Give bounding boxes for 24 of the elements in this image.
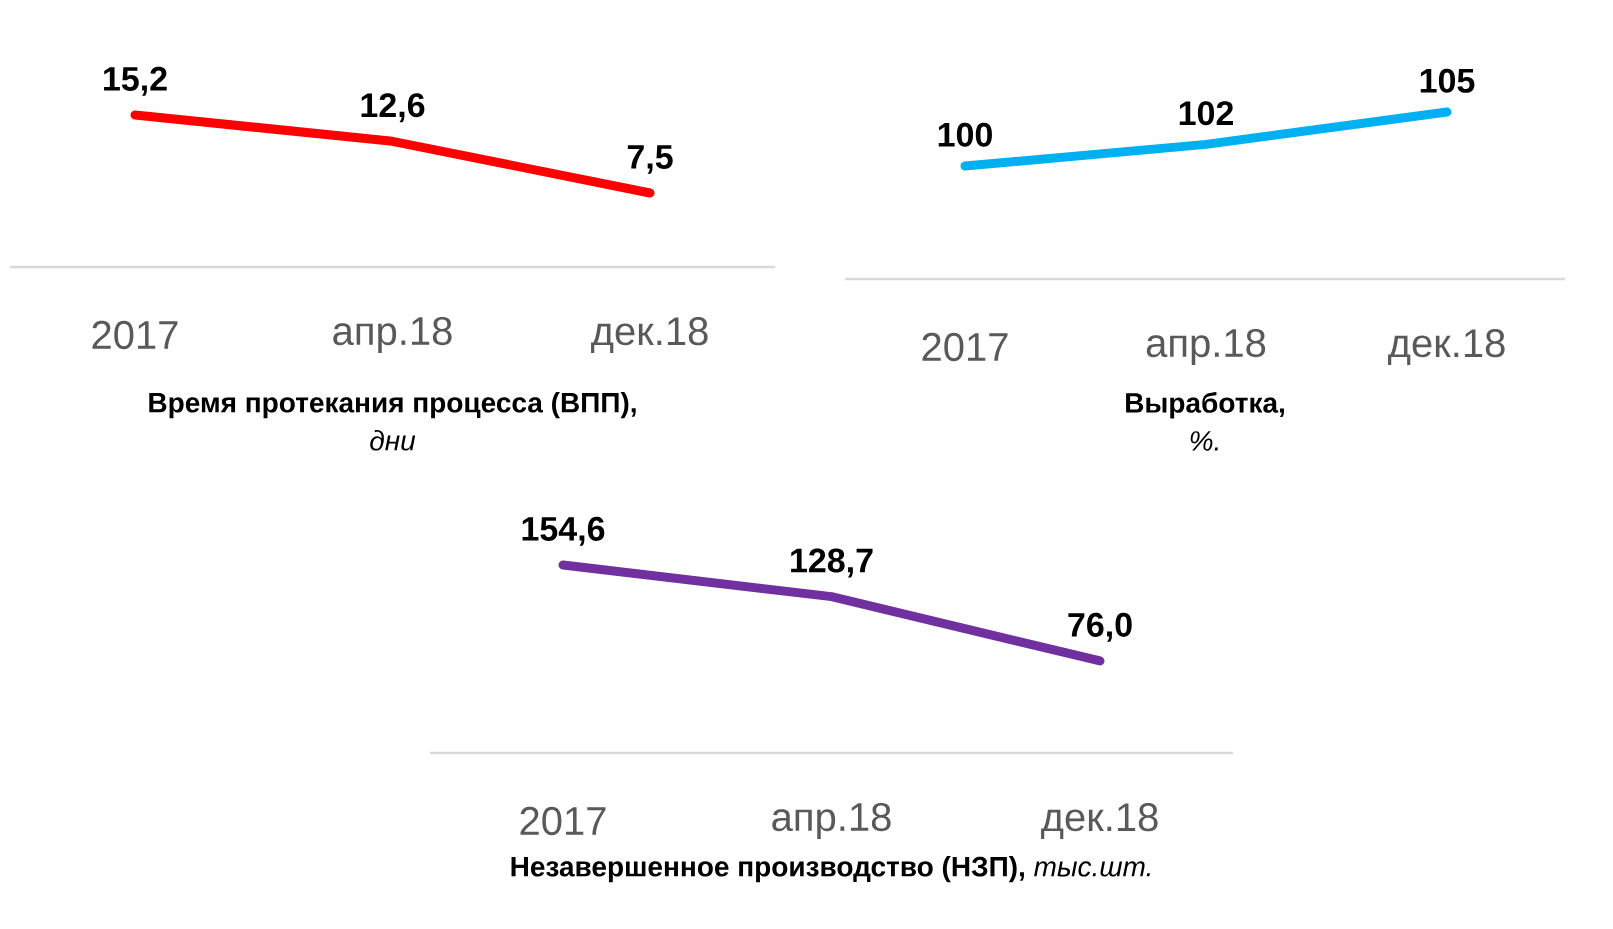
x-tick-label: апр.18 bbox=[333, 316, 452, 354]
data-label: 76,0 bbox=[1068, 612, 1132, 642]
data-label: 7,5 bbox=[627, 145, 673, 174]
x-tick-label: дек.18 bbox=[1388, 329, 1505, 365]
x-tick-label: дек.18 bbox=[591, 317, 708, 353]
x-tick-label: дек.18 bbox=[1041, 803, 1158, 839]
data-label: 154,6 bbox=[522, 516, 605, 546]
x-tick-label: 2017 bbox=[92, 320, 178, 350]
x-tick-label: апр.18 bbox=[1146, 328, 1266, 366]
text: Время протекания процесса (ВПП), bbox=[149, 392, 636, 419]
text: тыс.шт. bbox=[1034, 861, 1150, 877]
x-tick-label: апр.18 bbox=[772, 802, 891, 840]
text: дни bbox=[370, 430, 416, 451]
data-label: 102 bbox=[1179, 101, 1233, 126]
text: Незавершенное производство (НЗП), bbox=[511, 856, 1024, 883]
x-tick-label: 2017 bbox=[520, 806, 606, 836]
text: Выработка, bbox=[1126, 392, 1284, 419]
data-label: 15,2 bbox=[104, 66, 167, 96]
x-tick-label: 2017 bbox=[922, 332, 1008, 362]
data-label: 100 bbox=[938, 122, 992, 147]
data-label: 128,7 bbox=[791, 548, 873, 578]
data-label: 105 bbox=[1420, 68, 1475, 93]
data-label: 12,6 bbox=[361, 93, 425, 123]
text: %. bbox=[1190, 431, 1218, 451]
